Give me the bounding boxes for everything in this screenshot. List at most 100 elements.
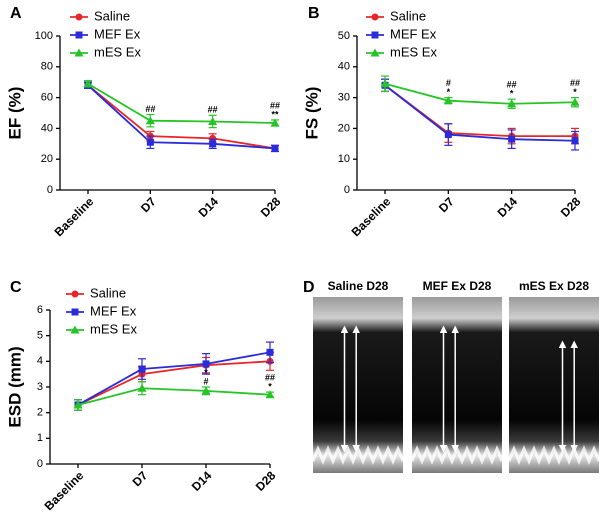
legend-marker — [75, 13, 83, 21]
x-tick-label: D14 — [189, 468, 215, 494]
significance-label: ## — [265, 373, 275, 383]
marker — [265, 390, 275, 399]
significance-label: * — [204, 367, 208, 377]
significance-label: ## — [208, 105, 218, 115]
legend-label: Saline — [90, 285, 126, 300]
marker — [202, 360, 210, 368]
x-tick-label: Baseline — [42, 468, 87, 513]
x-tick-label: D14 — [196, 194, 222, 220]
legend-label: MEF Ex — [90, 303, 137, 318]
significance-label: * — [268, 382, 272, 392]
legend-label: MEF Ex — [390, 26, 437, 41]
y-axis-label: EF (%) — [5, 87, 24, 140]
significance-label: # — [203, 376, 208, 386]
legend-label: mES Ex — [94, 44, 141, 59]
marker — [270, 118, 280, 127]
echo-image — [509, 297, 599, 473]
y-tick-label: 1 — [37, 432, 43, 444]
significance-label: ## — [270, 100, 280, 110]
y-tick-label: 0 — [47, 184, 53, 196]
x-tick-label: D7 — [436, 194, 457, 215]
image-title: MEF Ex D28 — [423, 279, 492, 293]
legend-label: mES Ex — [90, 321, 137, 336]
marker — [138, 365, 146, 373]
legend-marker — [71, 308, 79, 316]
marker — [571, 137, 579, 145]
series-line — [87, 84, 276, 150]
y-axis-label: ESD (mm) — [5, 346, 24, 427]
marker — [380, 79, 390, 88]
marker — [83, 79, 93, 88]
marker — [137, 383, 147, 392]
series-line — [384, 84, 575, 138]
image-title: Saline D28 — [328, 279, 389, 293]
marker — [209, 134, 217, 142]
y-tick-label: 20 — [338, 122, 350, 134]
series-line — [87, 84, 276, 150]
marker — [570, 97, 580, 106]
significance-label: * — [573, 87, 577, 97]
legend-marker — [70, 325, 80, 334]
y-tick-label: 2 — [37, 407, 43, 419]
y-tick-label: 20 — [41, 153, 53, 165]
x-tick-label: D28 — [258, 194, 284, 220]
marker — [507, 99, 517, 108]
series-line — [77, 351, 271, 406]
y-tick-label: 0 — [37, 458, 43, 470]
legend-marker — [75, 31, 83, 39]
y-tick-label: 50 — [338, 30, 350, 42]
significance-label: * — [447, 87, 451, 97]
marker — [444, 131, 452, 139]
marker — [209, 140, 217, 148]
marker — [508, 135, 516, 143]
y-axis-label: FS (%) — [302, 87, 321, 140]
y-tick-label: 30 — [338, 92, 350, 104]
x-tick-label: D7 — [138, 194, 159, 215]
series-line — [87, 82, 276, 124]
legend-marker — [370, 48, 380, 57]
significance-label: ## — [145, 104, 155, 114]
series-line — [384, 82, 576, 105]
y-tick-label: 40 — [338, 61, 350, 73]
marker — [201, 386, 211, 395]
y-tick-label: 0 — [344, 184, 350, 196]
marker — [73, 400, 83, 409]
legend-marker — [371, 31, 379, 39]
panel-label: B — [308, 5, 320, 22]
x-tick-label: D28 — [558, 194, 584, 220]
marker — [145, 116, 155, 125]
y-tick-label: 80 — [41, 61, 53, 73]
y-tick-label: 5 — [37, 330, 43, 342]
y-tick-label: 10 — [338, 153, 350, 165]
series-line — [384, 84, 576, 142]
legend-marker — [71, 290, 79, 298]
image-title: mES Ex D28 — [519, 279, 589, 293]
series-line — [77, 387, 271, 406]
marker — [266, 348, 274, 356]
y-tick-label: 6 — [37, 304, 43, 316]
x-tick-label: D28 — [253, 468, 279, 494]
marker — [271, 144, 279, 152]
legend-label: Saline — [94, 8, 130, 23]
legend-label: Saline — [390, 8, 426, 23]
y-tick-label: 100 — [35, 30, 53, 42]
significance-label: ** — [271, 109, 279, 119]
legend-label: mES Ex — [390, 44, 437, 59]
panel-label: A — [10, 5, 22, 22]
legend-marker — [74, 48, 84, 57]
y-tick-label: 3 — [37, 381, 43, 393]
y-tick-label: 4 — [37, 355, 43, 367]
significance-label: ## — [507, 80, 517, 90]
legend-marker — [371, 13, 379, 21]
legend-label: MEF Ex — [94, 26, 141, 41]
y-tick-label: 60 — [41, 92, 53, 104]
x-tick-label: D7 — [130, 468, 151, 489]
marker — [443, 96, 453, 105]
significance-label: ## — [570, 78, 580, 88]
marker — [208, 116, 218, 125]
marker — [146, 138, 154, 146]
significance-label: # — [446, 78, 451, 88]
significance-label: * — [510, 89, 514, 99]
y-tick-label: 40 — [41, 122, 53, 134]
